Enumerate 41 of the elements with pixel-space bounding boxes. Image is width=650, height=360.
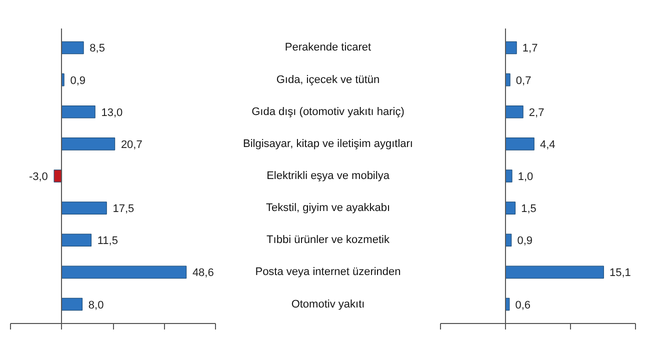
bar	[61, 234, 92, 247]
bar	[505, 170, 512, 182]
y-tick-label: Perakende ticaret	[284, 42, 372, 54]
bar	[505, 41, 517, 54]
data-label: 8,5	[90, 42, 105, 55]
data-label: 0,6	[515, 299, 531, 312]
data-label: 1,0	[518, 171, 534, 183]
bar	[61, 298, 83, 311]
data-label: 15,1	[610, 267, 631, 280]
y-tick-label: Otomotiv yakıtı	[291, 298, 365, 310]
data-label: 2,7	[528, 106, 544, 119]
bar	[61, 105, 96, 118]
bar	[505, 105, 524, 118]
bar	[61, 41, 84, 54]
bar	[505, 138, 534, 150]
bar	[505, 202, 516, 214]
data-label: 17,5	[112, 203, 134, 216]
bar	[61, 266, 187, 279]
data-label: 1,5	[521, 203, 536, 216]
bar	[61, 138, 116, 150]
data-label: -3,0	[28, 171, 48, 183]
y-tick-label: Tıbbi ürünler ve kozmetik	[266, 234, 390, 246]
y-tick-label: Gıda dışı (otomotiv yakıtı hariç)	[252, 106, 404, 118]
data-label: 8,0	[88, 299, 104, 312]
data-label: 4,4	[540, 138, 556, 151]
y-tick-label: Elektrikli eşya ve mobilya	[266, 170, 390, 182]
data-label: 48,6	[192, 267, 214, 280]
data-label: 0,9	[517, 235, 532, 248]
bar	[61, 202, 107, 214]
data-label: 1,7	[522, 42, 538, 55]
data-label: 11,5	[97, 235, 118, 248]
data-label: 0,9	[70, 74, 86, 87]
y-tick-label: Posta veya internet üzerinden	[255, 266, 401, 278]
y-tick-label: Bilgisayar, kitap ve iletişim aygıtları	[243, 138, 413, 150]
data-label: 13,0	[101, 106, 123, 119]
bar	[54, 170, 62, 182]
bar	[505, 266, 604, 279]
y-tick-label: Gıda, içecek ve tütün	[276, 74, 380, 86]
y-tick-label: Tekstil, giyim ve ayakkabı	[266, 202, 390, 214]
data-label: 20,7	[120, 138, 142, 151]
data-label: 0,7	[516, 74, 532, 87]
